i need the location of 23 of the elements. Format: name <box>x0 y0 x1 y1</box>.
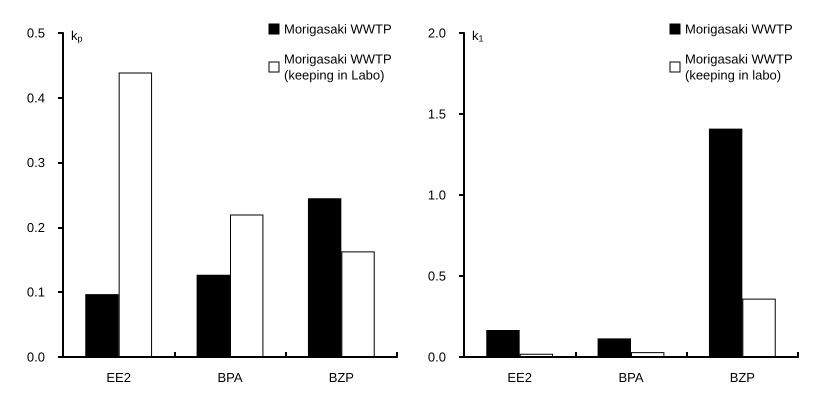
y-tick-label: 2.0 <box>428 26 446 40</box>
y-tick-label: 0.4 <box>26 90 45 106</box>
y-tick-label: 0.5 <box>428 268 446 284</box>
y-tick-label: 0.0 <box>26 350 45 364</box>
x-tick-label: EE2 <box>106 370 131 385</box>
x-tick-label: BZP <box>730 370 755 385</box>
y-tick-label: 0.5 <box>26 26 45 40</box>
y-tick-label: 0.1 <box>26 284 45 300</box>
x-tick-label: BPA <box>217 370 243 385</box>
x-tick-label: EE2 <box>507 370 532 385</box>
x-tick-label: BPA <box>618 370 644 385</box>
y-tick-label: 1.5 <box>428 106 446 122</box>
text: (keeping in Labo) <box>284 68 384 82</box>
y-tick-label: 0.0 <box>428 350 446 364</box>
text: Morigasaki WWTP <box>284 22 392 36</box>
text: Morigasaki WWTP <box>685 22 793 36</box>
y-tick-label: 0.3 <box>26 155 45 170</box>
y-tick-label: 1.0 <box>428 188 446 202</box>
text: (keeping in labo) <box>685 68 782 82</box>
y-tick-label: 0.2 <box>26 220 45 235</box>
legend-label: Morigasaki WWTP <box>685 52 796 66</box>
legend-label: Morigasaki WWTP <box>284 52 395 66</box>
x-tick-label: BZP <box>328 370 354 385</box>
